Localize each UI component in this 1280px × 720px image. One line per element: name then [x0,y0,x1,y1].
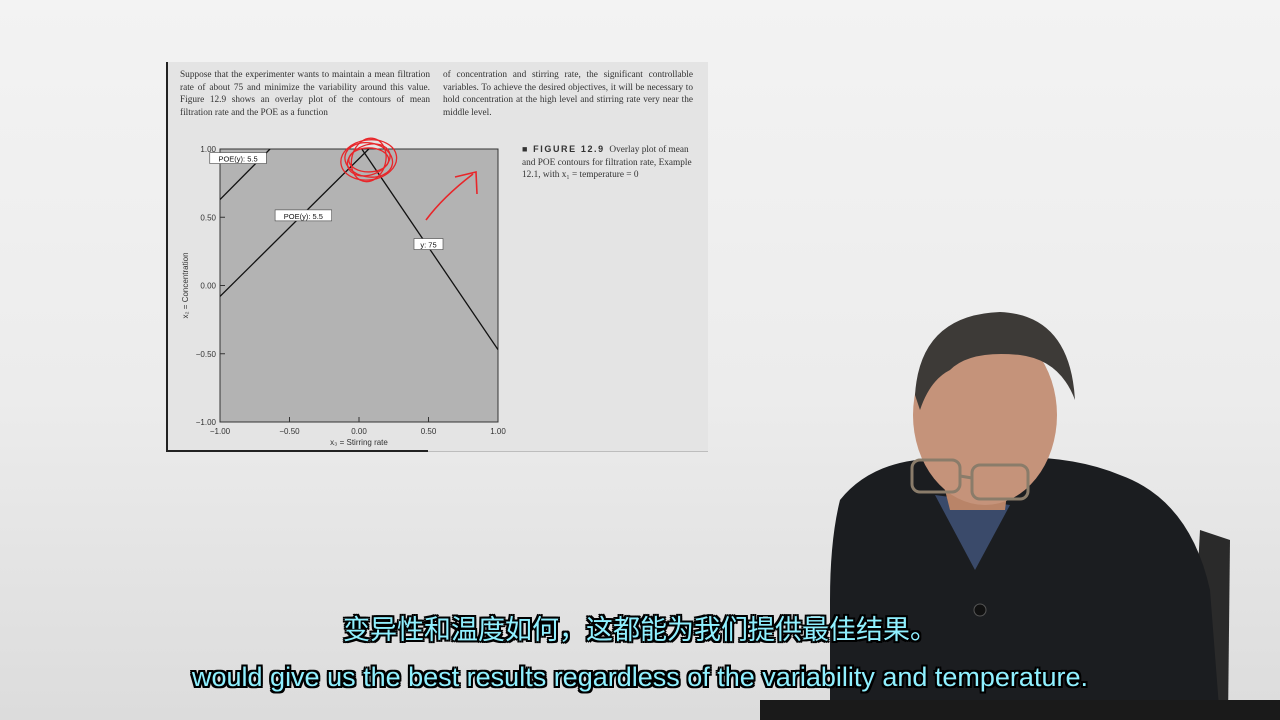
glasses-icon [910,458,1030,501]
red-arrow-head [454,170,478,195]
x-axis-label: x₃ = Stirring rate [330,438,388,447]
figure-caption-bullet: ■ [522,144,534,154]
red-circle-annotation [346,143,391,177]
contour-label: POE(y): 5.5 [284,212,323,221]
presenter-collar [935,495,1010,570]
contour-line-2 [220,149,370,297]
slide-underline [166,450,428,452]
subtitle-chinese: 变异性和温度如何，这都能为我们提供最佳结果。 [343,615,937,646]
x-tick-label: 0.50 [421,427,437,436]
contour-label-box [209,152,267,164]
y-tick-label: 1.00 [200,145,216,154]
paragraph-right: of concentration and stirring rate, the … [443,70,693,118]
x-tick-label: −0.50 [279,427,300,436]
red-circle-annotation [340,139,398,181]
x-tick-label: 0.00 [351,427,367,436]
figure-caption-text: Overlay plot of mean and POE contours fo… [522,145,692,181]
presenter-hair [915,312,1075,410]
lapel-mic-icon [973,603,987,617]
red-circle-annotation [350,137,387,183]
contour-label-box [413,238,444,250]
contour-label-box [274,209,332,222]
red-circle-annotation [348,147,390,173]
y-tick-label: −0.50 [196,350,217,359]
paragraph-left: Suppose that the experimenter wants to m… [180,70,430,118]
x-tick-label: 1.00 [490,427,506,436]
y-tick-label: 0.00 [200,282,216,291]
plot-area [219,148,499,423]
figure-caption: ■ FIGURE 12.9 Overlay plot of mean and P… [522,143,702,182]
figure-caption-label: FIGURE 12.9 [533,144,605,154]
x-tick-label: −1.00 [210,427,231,436]
y-tick-label: 0.50 [200,213,216,222]
presenter-video [760,312,1280,720]
contour-label: y: 75 [420,241,436,250]
overlay-contour-plot: −1.00 −0.50 0.00 0.50 1.00 1.00 0.50 0.00 −0.50 −… [181,137,506,447]
contour-label: POE(y): 5.5 [218,155,257,164]
presenter-sweater [830,457,1220,720]
y-tick-label: −1.00 [196,418,217,427]
red-arrow-annotation [425,173,474,221]
textbook-slide: Suppose that the experimenter wants to m… [166,62,708,452]
y-axis-label: x₂ = Concentration [181,252,190,318]
subtitle-english: would give us the best results regardles… [192,662,1088,692]
desk-edge [760,700,1280,720]
red-circle-annotation [344,142,394,178]
